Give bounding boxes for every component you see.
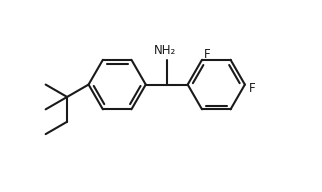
Text: F: F — [249, 82, 255, 95]
Text: F: F — [204, 48, 211, 61]
Text: NH₂: NH₂ — [154, 44, 176, 57]
